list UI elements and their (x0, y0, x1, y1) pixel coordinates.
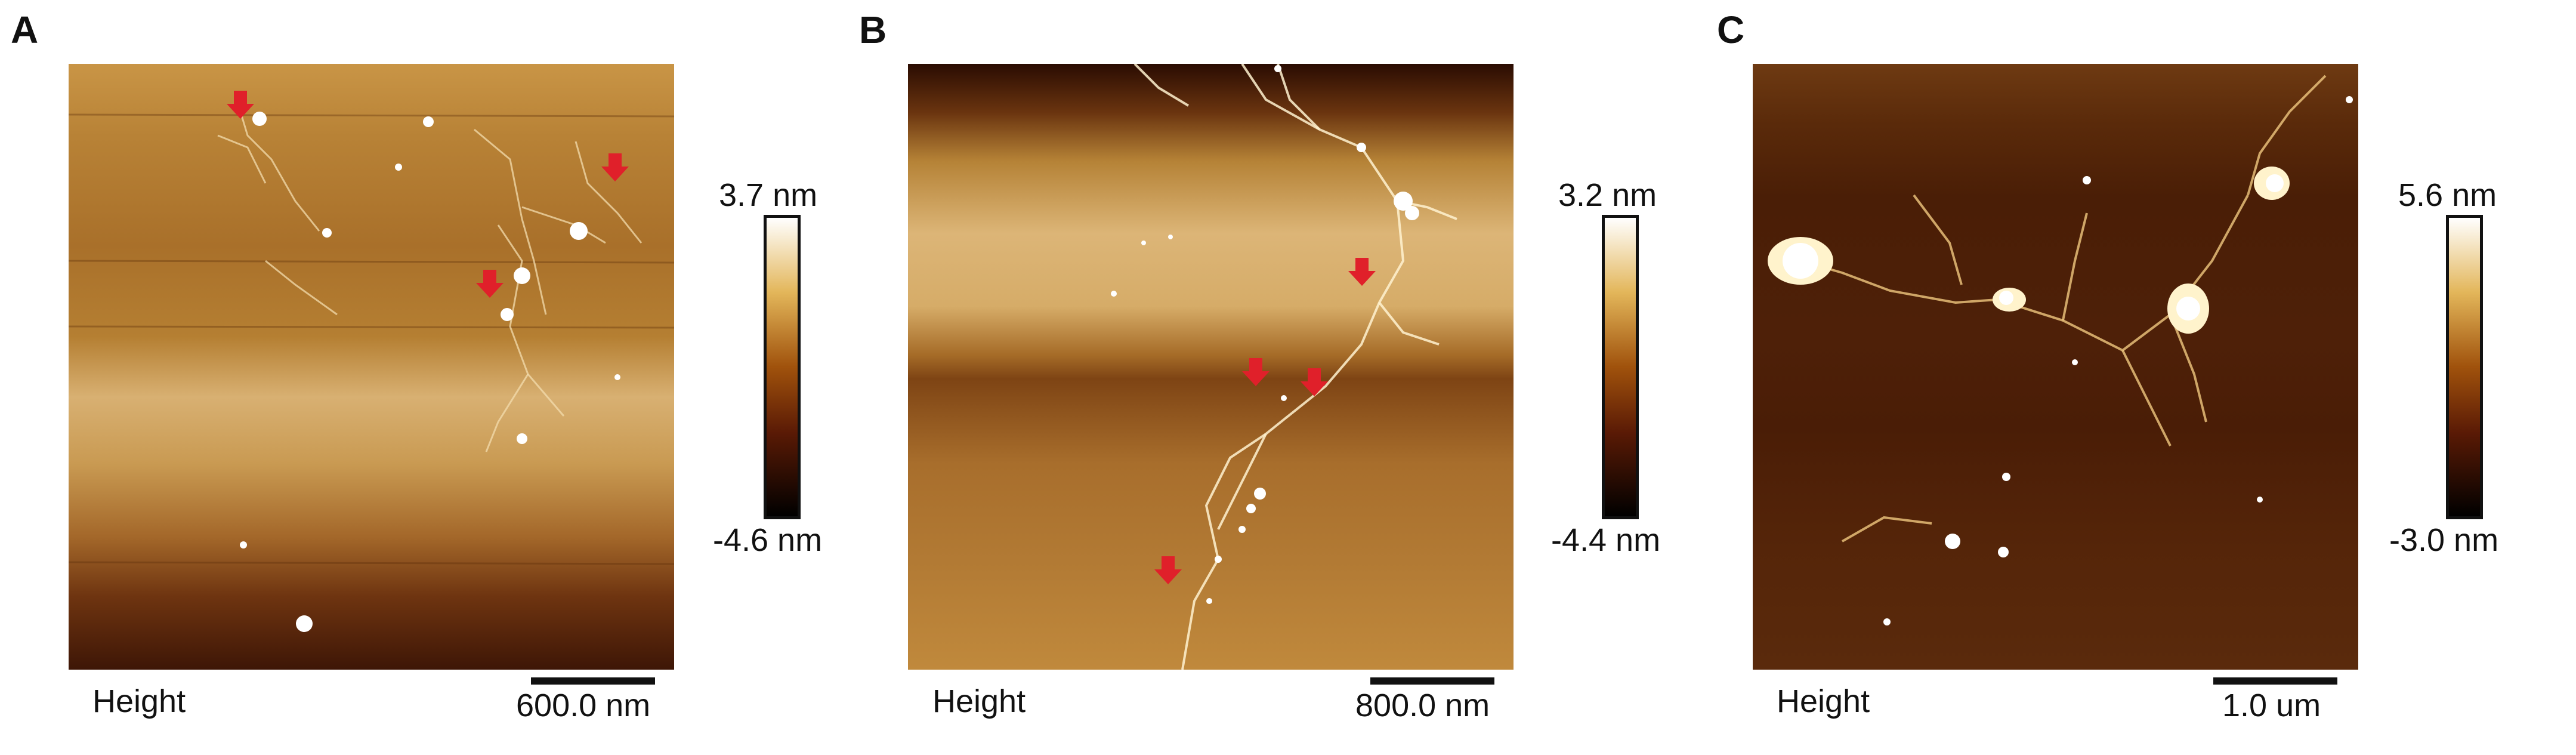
colorbar-max-label-b: 3.2 nm (1558, 177, 1657, 213)
afm-height-image-c (1753, 64, 2358, 670)
colorbar-a (764, 215, 801, 519)
arrow-icon-b-extra (1242, 358, 1270, 386)
image-label-height-a: Height (92, 683, 186, 719)
colorbar-min-label-c: -3.0 nm (2389, 522, 2499, 558)
panel-letter-c: C (1717, 8, 1745, 51)
image-label-height-b: Height (932, 683, 1026, 719)
colorbar-min-label-a: -4.6 nm (713, 522, 823, 558)
scale-bar-a (531, 677, 655, 685)
image-label-height-c: Height (1777, 683, 1870, 719)
afm-height-image-a (69, 64, 674, 670)
afm-height-image-b (908, 64, 1514, 670)
scale-bar-label-a: 600.0 nm (516, 688, 651, 723)
colorbar-c (2446, 215, 2483, 519)
colorbar-b (1602, 215, 1639, 519)
panel-letter-a: A (11, 8, 39, 51)
scale-bar-label-b: 800.0 nm (1355, 688, 1490, 723)
colorbar-max-label-a: 3.7 nm (719, 177, 818, 213)
scale-bar-b (1370, 677, 1494, 685)
colorbar-min-label-b: -4.4 nm (1551, 522, 1661, 558)
colorbar-max-label-c: 5.6 nm (2398, 177, 2497, 213)
scale-bar-c (2213, 677, 2337, 685)
panel-letter-b: B (859, 8, 887, 51)
scale-bar-label-c: 1.0 um (2222, 688, 2321, 723)
